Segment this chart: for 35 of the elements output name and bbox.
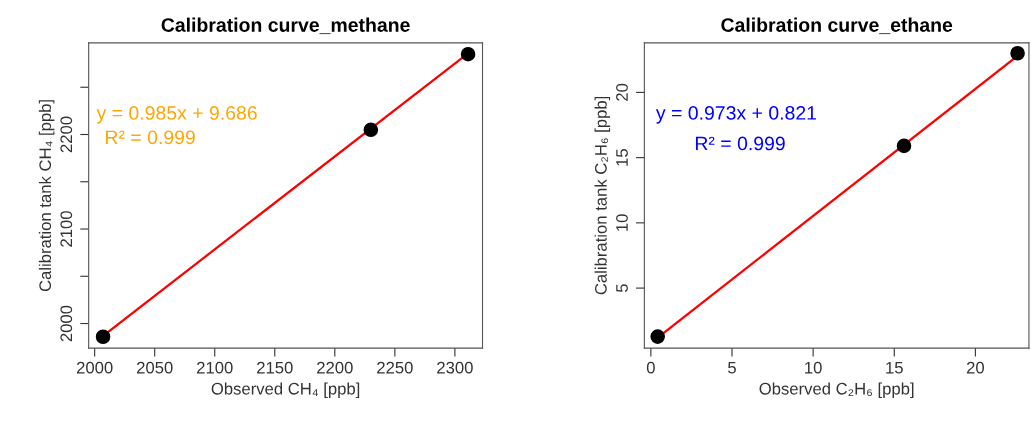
x-tick-label: 0	[646, 361, 655, 374]
annotation: R² = 0.999	[695, 136, 785, 151]
x-axis-title: Observed CH₄ [ppb]	[211, 382, 360, 398]
x-tick-label: 20	[966, 361, 985, 374]
point	[460, 46, 476, 62]
x-tick-label: 15	[886, 361, 903, 374]
annotation: y = 0.973x + 0.821	[655, 106, 817, 124]
x-tick-label: 2150	[257, 361, 293, 374]
annotation: y = 0.985x + 9.686	[96, 106, 257, 124]
x-axis-title: Observed C₂H₆ [ppb]	[759, 382, 914, 398]
x-tick-label: 2250	[377, 361, 413, 374]
y-axis-title: Calibration tank C₂H₆ [ppb]	[594, 96, 611, 295]
y-axis-title: Calibration tank CH₄ [ppb]	[38, 100, 55, 292]
point	[95, 329, 111, 345]
y-tick-label: 20	[616, 83, 628, 101]
y-tick-label: 5	[616, 284, 628, 293]
y-tick-label: 2100	[60, 211, 73, 247]
chart-title: Calibration curve_ethane	[721, 17, 953, 35]
chart-title: Calibration curve_methane	[161, 17, 410, 35]
x-tick-label: 2300	[437, 361, 473, 374]
y-tick-label: 10	[616, 214, 628, 231]
x-tick-label: 2100	[197, 361, 233, 374]
y-tick-label: 2200	[60, 116, 73, 153]
annotation: R² = 0.999	[106, 130, 195, 145]
point	[650, 329, 665, 344]
point	[1010, 45, 1025, 61]
x-tick-label: 10	[805, 361, 822, 374]
x-tick-label: 2200	[317, 361, 353, 374]
x-tick-label: 2000	[76, 361, 113, 374]
y-tick-label: 2000	[60, 305, 73, 342]
x-tick-label: 5	[728, 361, 736, 374]
y-tick-label: 15	[616, 149, 628, 166]
point	[363, 122, 379, 138]
x-tick-label: 2050	[137, 361, 173, 374]
point	[896, 138, 912, 154]
